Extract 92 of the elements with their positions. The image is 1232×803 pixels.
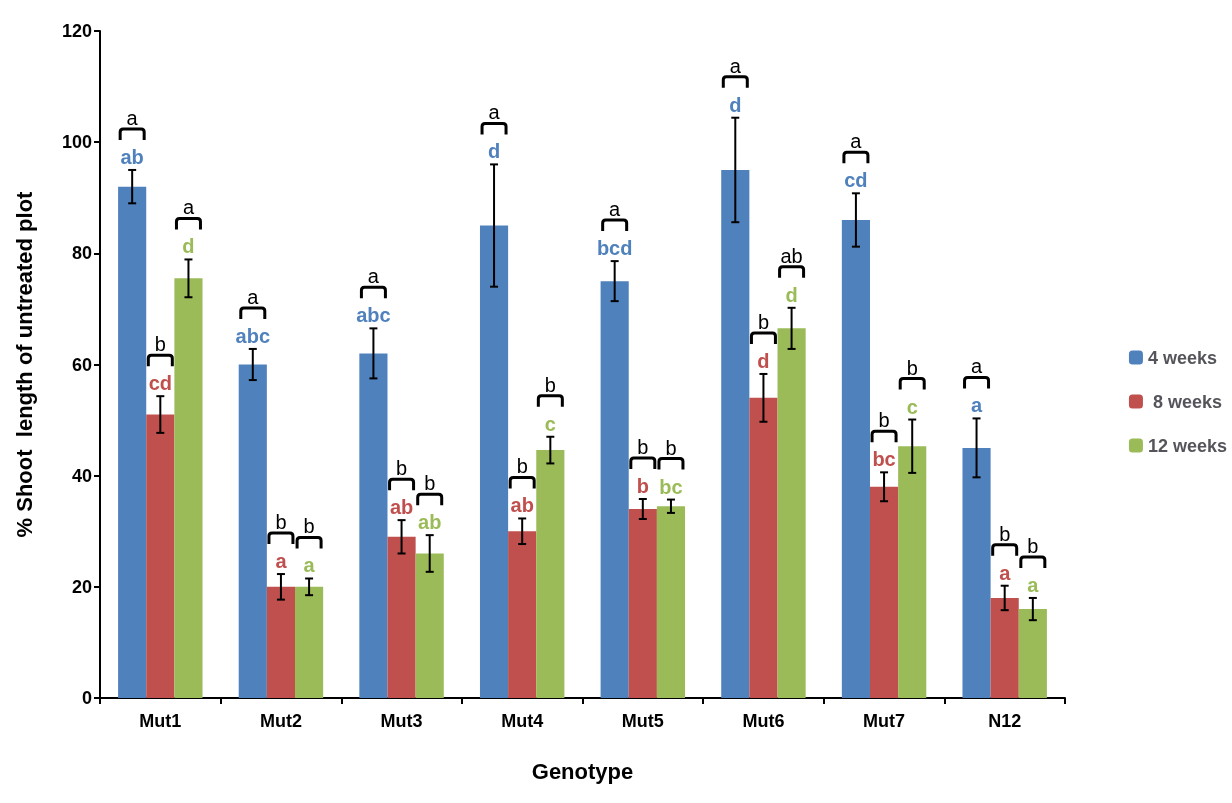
annotation: b [516,455,528,478]
annotation: a [1027,573,1040,596]
bar [749,397,778,698]
annotation: b [665,436,677,459]
legend-label: 12 weeks [1147,435,1228,456]
annotation: a [247,285,260,308]
annotation: a [970,355,983,378]
legend-label: 4 weeks [1147,347,1217,368]
annotation: ab [510,494,534,517]
annotation: a [999,561,1012,584]
annotation: a [970,394,983,417]
bar [536,450,565,698]
annotation: c [906,395,918,418]
bar [266,586,296,698]
annotation: b [637,436,649,459]
annotation: cd [844,169,868,192]
annotation: a [126,106,139,129]
annotation: a [609,198,622,221]
y-tick-label: 20 [71,576,92,597]
x-tick-label: N12 [988,711,1022,731]
y-tick-label: 60 [71,354,92,375]
annotation: d [757,349,770,372]
bar [359,353,388,698]
bar [387,536,416,698]
annotation: b [757,310,769,333]
x-tick-label: Mut3 [380,711,423,731]
annotation: b [1027,534,1039,557]
x-tick-label: Mut7 [863,711,906,731]
annotation: d [487,140,501,163]
bar [1018,609,1047,698]
bar [415,553,444,698]
annotation: abc [235,324,271,347]
annotation: b [878,409,890,432]
bar [508,531,537,698]
x-tick-label: Mut6 [742,711,785,731]
y-tick-label: 80 [71,243,92,264]
annotation: b [544,373,556,396]
bar [118,186,147,698]
y-tick-label: 40 [71,465,92,486]
y-tick-label: 0 [81,688,92,708]
annotation: b [303,515,315,538]
annotation: a [850,130,863,153]
annotation: a [303,554,316,577]
annotation: a [367,265,380,288]
bar [295,586,324,698]
bar [146,414,175,698]
annotation: ab [120,145,144,168]
x-tick-label: Mut2 [259,711,302,731]
annotation: a [488,101,501,124]
annotation: b [999,522,1011,545]
bar [869,486,899,698]
annotation: c [544,412,556,435]
annotation: ab [389,496,414,519]
bar [628,509,657,698]
annotation: abc [356,304,391,327]
annotation: a [729,54,742,77]
annotation: b [396,457,408,480]
bar [841,219,870,698]
legend-label: 8 weeks [1147,391,1222,412]
y-tick-label: 100 [61,132,92,153]
annotation: b [154,333,166,356]
bar [174,278,203,698]
bar [479,225,509,698]
y-tick-label: 120 [61,21,92,41]
annotation: d [729,93,742,116]
annotation: ab [780,244,803,267]
annotation: cd [148,372,172,395]
bar [777,328,806,698]
x-axis-title: Genotype [531,758,634,784]
bar [600,281,629,698]
x-tick-label: Mut4 [501,711,544,731]
x-tick-label: Mut5 [621,711,664,731]
annotation: bc [659,475,683,498]
annotation: b [906,356,918,379]
annotation: ab [418,511,442,534]
bar [238,364,267,698]
annotation: a [275,550,288,573]
bar [721,169,750,698]
annotation: bc [872,448,896,471]
bar [656,506,686,698]
annotation: bcd [596,237,633,260]
x-tick-label: Mut1 [139,711,182,731]
annotation: b [275,511,287,534]
annotation: b [424,472,436,495]
annotation: d [785,283,798,306]
bar [962,447,991,698]
annotation: d [182,235,195,258]
y-axis-title: % Shoot length of untreated plot [11,190,37,538]
bar [898,446,927,698]
annotation: b [636,475,649,498]
annotation: a [182,196,195,219]
bar [990,597,1019,698]
